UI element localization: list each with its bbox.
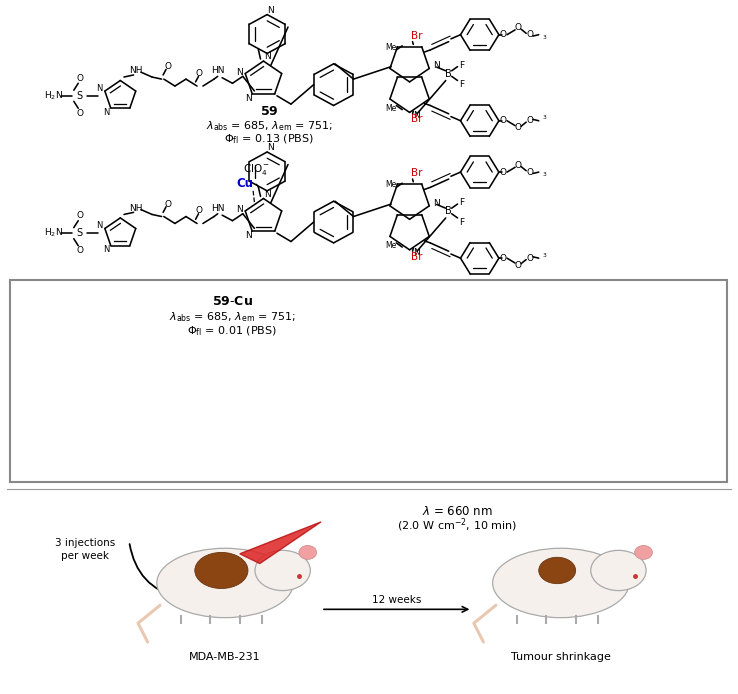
Text: N: N [96, 84, 102, 93]
Text: O: O [164, 200, 171, 208]
Ellipse shape [255, 550, 310, 591]
Text: $_{3}$: $_{3}$ [542, 33, 548, 42]
Text: NH: NH [129, 204, 142, 212]
Ellipse shape [195, 552, 248, 589]
Text: O: O [76, 74, 83, 83]
Text: F: F [459, 218, 463, 226]
Ellipse shape [299, 545, 317, 559]
Text: N: N [103, 245, 109, 254]
Text: $\lambda_{\rm abs}$ = 685, $\lambda_{\rm em}$ = 751;: $\lambda_{\rm abs}$ = 685, $\lambda_{\rm… [206, 119, 333, 133]
Text: O: O [514, 24, 522, 32]
Text: O: O [514, 124, 522, 132]
Text: N: N [96, 221, 102, 230]
Text: HN: HN [211, 67, 224, 75]
Ellipse shape [156, 548, 294, 618]
Text: $_{3}$: $_{3}$ [542, 251, 548, 260]
Text: F: F [459, 198, 463, 207]
Text: O: O [164, 62, 171, 71]
Text: N: N [264, 53, 272, 61]
Text: $_{3}$: $_{3}$ [542, 114, 548, 122]
Text: 12 weeks: 12 weeks [373, 595, 421, 605]
Ellipse shape [493, 548, 629, 618]
Text: HN: HN [211, 204, 224, 212]
Text: MDA-MB-231: MDA-MB-231 [189, 652, 261, 662]
Text: S: S [77, 228, 83, 238]
Text: NH: NH [129, 67, 142, 75]
Text: Me: Me [385, 242, 397, 250]
Text: ClO$_4^-$: ClO$_4^-$ [243, 162, 269, 177]
Text: N: N [245, 232, 252, 241]
Text: Me: Me [385, 43, 397, 51]
Text: S: S [77, 91, 83, 101]
Text: N: N [433, 198, 440, 208]
Text: Me: Me [385, 104, 397, 112]
Text: B: B [444, 206, 452, 216]
Text: B: B [444, 69, 452, 78]
Text: N: N [267, 144, 275, 152]
Text: N: N [236, 67, 243, 76]
Text: N: N [413, 248, 421, 257]
Text: Tumour shrinkage: Tumour shrinkage [511, 652, 611, 662]
Text: Me: Me [385, 180, 397, 189]
Text: Br: Br [411, 169, 423, 178]
Text: Br: Br [411, 31, 423, 41]
Text: O: O [76, 212, 83, 220]
Ellipse shape [539, 557, 576, 584]
Text: N: N [413, 111, 421, 119]
Text: $\lambda_{\rm abs}$ = 685, $\lambda_{\rm em}$ = 751;: $\lambda_{\rm abs}$ = 685, $\lambda_{\rm… [169, 310, 296, 324]
Text: O: O [514, 161, 522, 169]
Text: Br: Br [411, 252, 423, 262]
Text: O: O [76, 109, 83, 117]
Text: O: O [500, 168, 507, 176]
Text: O: O [526, 168, 534, 176]
Text: (2.0 W cm$^{-2}$, 10 min): (2.0 W cm$^{-2}$, 10 min) [398, 516, 517, 534]
Text: O: O [500, 31, 507, 39]
Text: O: O [526, 31, 534, 39]
Text: N: N [433, 61, 440, 70]
Text: N: N [267, 6, 275, 15]
Text: H$_2$N: H$_2$N [44, 227, 63, 239]
Text: H$_2$N: H$_2$N [44, 90, 63, 102]
Text: F: F [459, 61, 463, 69]
FancyBboxPatch shape [10, 280, 727, 482]
Text: N: N [245, 94, 252, 103]
Text: N: N [103, 108, 109, 117]
Text: O: O [526, 254, 534, 262]
Text: $\mathbf{59\text{-}Cu}$: $\mathbf{59\text{-}Cu}$ [212, 296, 253, 308]
Text: N: N [236, 205, 243, 214]
Text: Br: Br [411, 115, 423, 124]
Text: $\mathbf{59}$: $\mathbf{59}$ [260, 105, 279, 117]
Text: O: O [76, 246, 83, 255]
Text: O: O [514, 261, 522, 269]
Text: $\lambda$ = 660 nm: $\lambda$ = 660 nm [422, 505, 493, 518]
Polygon shape [240, 522, 321, 564]
Text: 3 injections
per week: 3 injections per week [55, 538, 115, 561]
Text: $\Phi_{\rm fl}$ = 0.01 (PBS): $\Phi_{\rm fl}$ = 0.01 (PBS) [187, 324, 277, 338]
Text: O: O [500, 254, 507, 262]
Text: Cu: Cu [236, 177, 254, 189]
Text: F: F [459, 81, 463, 89]
Text: N: N [264, 190, 272, 198]
Text: $\Phi_{\rm fl}$ = 0.13 (PBS): $\Phi_{\rm fl}$ = 0.13 (PBS) [224, 133, 314, 146]
Text: O: O [196, 69, 203, 78]
Text: O: O [196, 207, 203, 215]
Text: $_{3}$: $_{3}$ [542, 171, 548, 179]
Text: O: O [526, 117, 534, 125]
Ellipse shape [635, 545, 652, 559]
Text: O: O [500, 117, 507, 125]
Ellipse shape [590, 550, 646, 591]
